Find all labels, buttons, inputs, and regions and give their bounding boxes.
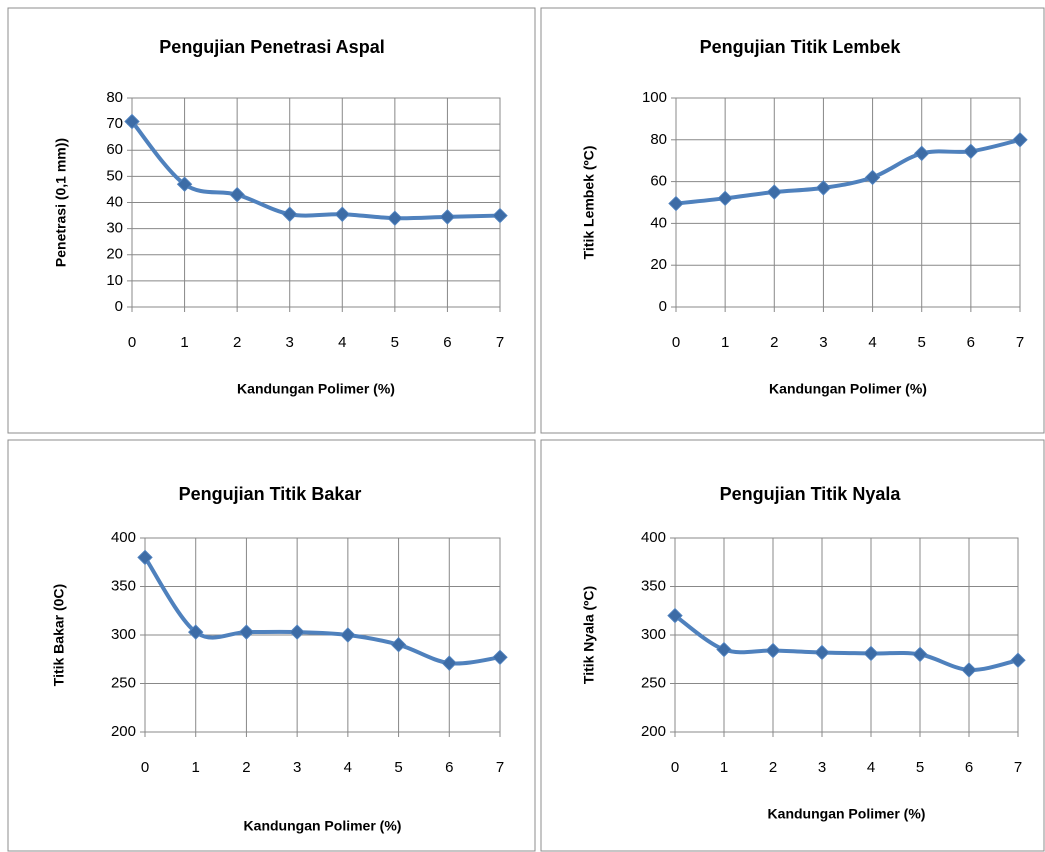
x-tick-label: 2 — [233, 334, 241, 351]
y-tick-label: 200 — [641, 723, 666, 740]
y-tick-label: 300 — [641, 626, 666, 643]
y-tick-label: 20 — [106, 246, 123, 263]
y-tick-label: 350 — [641, 577, 666, 594]
x-tick-label: 3 — [818, 759, 826, 776]
x-tick-label: 5 — [916, 759, 924, 776]
y-tick-label: 0 — [659, 298, 667, 315]
x-tick-label: 7 — [496, 334, 504, 351]
y-axis-label: Titik Lembek (ºC) — [581, 146, 597, 260]
x-tick-label: 1 — [721, 334, 729, 351]
x-tick-label: 4 — [338, 334, 346, 351]
y-tick-label: 0 — [115, 298, 123, 315]
y-axis-label: Titik Bakar (0C) — [51, 584, 67, 686]
y-tick-label: 10 — [106, 272, 123, 289]
y-tick-label: 100 — [642, 89, 667, 106]
x-tick-label: 5 — [391, 334, 399, 351]
x-tick-label: 4 — [867, 759, 875, 776]
x-tick-label: 6 — [443, 334, 451, 351]
y-tick-label: 350 — [111, 577, 136, 594]
x-tick-label: 2 — [770, 334, 778, 351]
y-tick-label: 200 — [111, 723, 136, 740]
x-tick-label: 7 — [1014, 759, 1022, 776]
y-tick-label: 250 — [111, 674, 136, 691]
chart-title: Pengujian Titik Nyala — [720, 484, 902, 504]
x-tick-label: 0 — [671, 759, 679, 776]
y-axis-label: Titik Nyala (ºC) — [581, 586, 597, 684]
panel — [8, 8, 535, 433]
chart-grid: Pengujian Penetrasi Aspal010203040506070… — [0, 0, 1045, 852]
x-tick-label: 4 — [344, 759, 352, 776]
x-tick-label: 7 — [1016, 334, 1024, 351]
x-tick-label: 3 — [286, 334, 294, 351]
x-tick-label: 1 — [720, 759, 728, 776]
y-tick-label: 300 — [111, 626, 136, 643]
y-tick-label: 30 — [106, 220, 123, 237]
x-tick-label: 1 — [192, 759, 200, 776]
y-tick-label: 50 — [106, 167, 123, 184]
panel — [541, 8, 1044, 433]
y-tick-label: 80 — [650, 131, 667, 148]
x-tick-label: 3 — [819, 334, 827, 351]
x-tick-label: 2 — [242, 759, 250, 776]
y-tick-label: 80 — [106, 89, 123, 106]
x-axis-label: Kandungan Polimer (%) — [768, 806, 926, 822]
y-tick-label: 400 — [111, 529, 136, 546]
x-tick-label: 6 — [967, 334, 975, 351]
y-tick-label: 250 — [641, 674, 666, 691]
x-tick-label: 3 — [293, 759, 301, 776]
y-tick-label: 60 — [650, 173, 667, 190]
x-axis-label: Kandungan Polimer (%) — [237, 381, 395, 397]
x-tick-label: 5 — [394, 759, 402, 776]
y-tick-label: 40 — [650, 214, 667, 231]
x-tick-label: 7 — [496, 759, 504, 776]
y-tick-label: 60 — [106, 141, 123, 158]
y-tick-label: 400 — [641, 529, 666, 546]
y-tick-label: 20 — [650, 256, 667, 273]
chart-title: Pengujian Titik Bakar — [179, 484, 362, 504]
x-tick-label: 4 — [868, 334, 876, 351]
x-tick-label: 6 — [965, 759, 973, 776]
x-tick-label: 0 — [128, 334, 136, 351]
x-tick-label: 2 — [769, 759, 777, 776]
y-tick-label: 70 — [106, 115, 123, 132]
chart-title: Pengujian Penetrasi Aspal — [159, 37, 384, 57]
x-tick-label: 5 — [918, 334, 926, 351]
x-tick-label: 1 — [180, 334, 188, 351]
x-axis-label: Kandungan Polimer (%) — [244, 818, 402, 834]
x-tick-label: 6 — [445, 759, 453, 776]
x-tick-label: 0 — [672, 334, 680, 351]
x-axis-label: Kandungan Polimer (%) — [769, 381, 927, 397]
page: {"chart_data": [ {"type": "line", "title… — [0, 0, 1045, 852]
y-axis-label: Penetrasi (0,1 mm)) — [53, 138, 69, 267]
y-tick-label: 40 — [106, 193, 123, 210]
x-tick-label: 0 — [141, 759, 149, 776]
chart-title: Pengujian Titik Lembek — [700, 37, 902, 57]
